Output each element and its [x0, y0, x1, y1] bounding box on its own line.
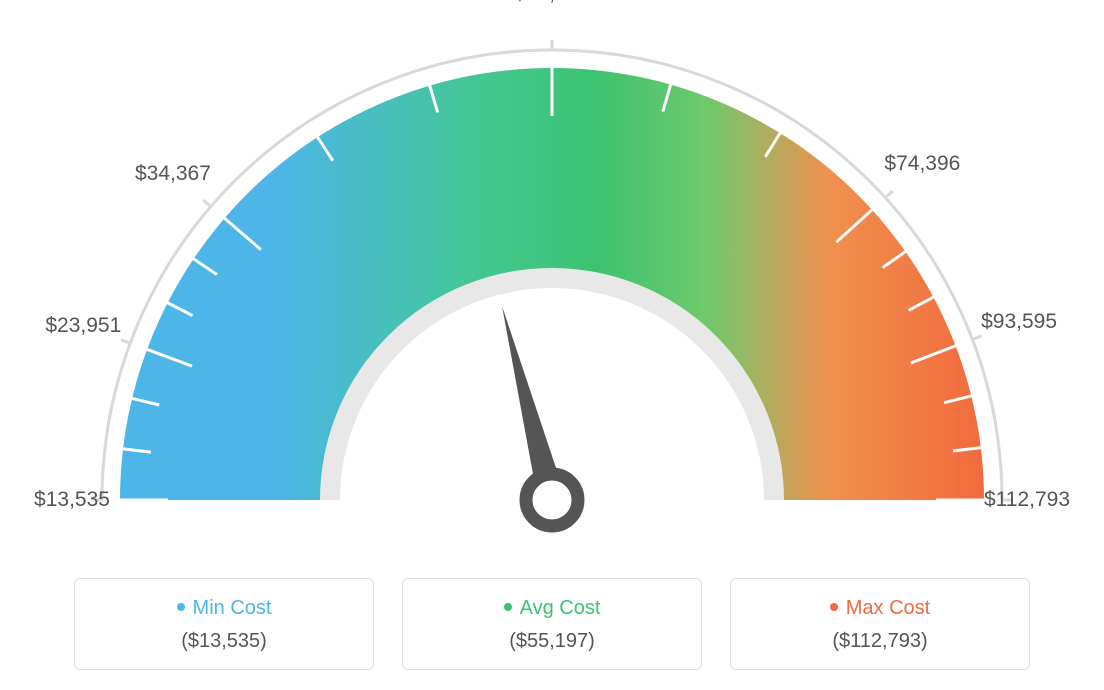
legend-title-min: Min Cost — [85, 597, 363, 620]
legend-title-max: Max Cost — [741, 597, 1019, 620]
legend-card-avg: Avg Cost ($55,197) — [402, 578, 702, 670]
gauge-tick-label: $13,535 — [34, 488, 110, 512]
gauge-tick-label: $93,595 — [981, 310, 1057, 334]
legend-label-max: Max Cost — [846, 597, 930, 619]
legend-row: Min Cost ($13,535) Avg Cost ($55,197) Ma… — [0, 578, 1104, 670]
legend-label-avg: Avg Cost — [520, 597, 601, 619]
legend-label-min: Min Cost — [193, 597, 272, 619]
legend-dot-avg — [504, 603, 512, 611]
legend-dot-min — [177, 603, 185, 611]
legend-value-avg: ($55,197) — [413, 630, 691, 653]
legend-card-min: Min Cost ($13,535) — [74, 578, 374, 670]
gauge-tick-label: $34,367 — [135, 162, 211, 186]
gauge-area: $13,535 $23,951 $34,367 $55,197 $74,396 $93,5… — [0, 0, 1104, 560]
cost-gauge-chart: $13,535 $23,951 $34,367 $55,197 $74,396 $93,5… — [0, 0, 1104, 690]
gauge-svg — [0, 0, 1104, 560]
legend-value-min: ($13,535) — [85, 630, 363, 653]
legend-dot-max — [830, 603, 838, 611]
legend-value-max: ($112,793) — [741, 630, 1019, 653]
gauge-tick-label: $74,396 — [884, 152, 960, 176]
legend-title-avg: Avg Cost — [413, 597, 691, 620]
gauge-tick-label: $23,951 — [45, 314, 121, 338]
gauge-tick-label: $55,197 — [514, 0, 590, 6]
gauge-tick-label: $112,793 — [984, 488, 1070, 512]
legend-card-max: Max Cost ($112,793) — [730, 578, 1030, 670]
